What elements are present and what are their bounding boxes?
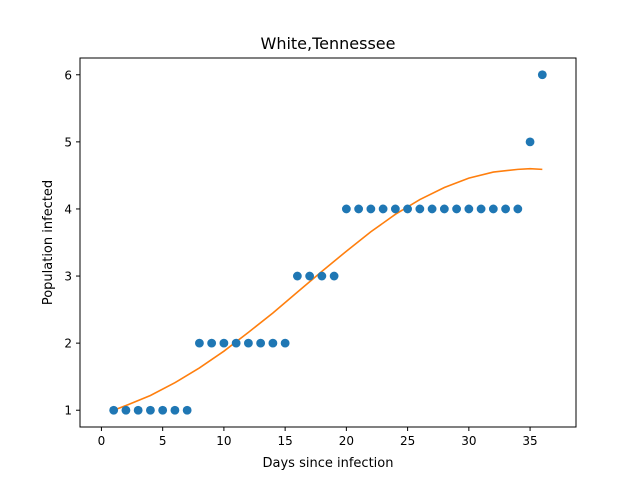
y-axis: 1 2 3 4 5 6: [64, 68, 80, 418]
data-point: [415, 204, 425, 214]
data-point: [403, 204, 412, 214]
y-tick-label: 5: [64, 135, 72, 149]
data-point: [109, 405, 119, 415]
data-point: [366, 204, 376, 214]
data-point: [317, 271, 327, 281]
data-point: [292, 271, 302, 281]
x-tick-label: 35: [522, 434, 537, 448]
y-tick-label: 2: [64, 337, 72, 351]
x-tick-label: 5: [159, 434, 167, 448]
x-tick-label: 30: [461, 434, 476, 448]
data-point: [329, 271, 339, 281]
data-point: [231, 338, 241, 348]
data-point: [182, 405, 192, 415]
data-point: [501, 204, 510, 214]
data-point: [439, 204, 449, 214]
axes-frame: [79, 57, 577, 428]
x-tick-label: 15: [277, 434, 292, 448]
data-point: [121, 405, 131, 415]
x-tick-label: 25: [400, 434, 415, 448]
x-axis-label: Days since infection: [263, 456, 394, 471]
data-point: [464, 204, 474, 214]
data-point: [513, 204, 523, 214]
data-point: [170, 405, 180, 415]
data-point: [378, 204, 388, 214]
data-point: [133, 405, 143, 415]
data-point: [341, 204, 351, 214]
y-tick-label: 6: [64, 68, 72, 82]
data-point: [219, 338, 229, 348]
y-axis-label: Population infected: [41, 180, 56, 305]
data-point: [158, 405, 168, 415]
x-tick-label: 10: [216, 434, 231, 448]
data-point: [256, 338, 266, 348]
data-point: [537, 70, 547, 80]
data-point: [476, 204, 486, 214]
data-point: [452, 204, 461, 214]
y-tick-label: 3: [64, 270, 72, 284]
data-point: [390, 204, 400, 214]
data-point: [427, 204, 437, 214]
data-point: [207, 338, 217, 348]
y-tick-label: 4: [64, 202, 72, 216]
data-point: [146, 405, 155, 415]
plot-layer: [109, 70, 547, 415]
data-point: [488, 204, 498, 214]
data-point: [525, 137, 535, 147]
data-point: [305, 271, 315, 281]
fit-curve: [113, 167, 543, 411]
data-point: [280, 338, 290, 348]
data-point: [354, 204, 364, 214]
chart-title: White,Tennessee: [261, 34, 396, 53]
data-point: [195, 338, 204, 348]
x-tick-label: 0: [98, 434, 106, 448]
x-tick-label: 20: [339, 434, 354, 448]
data-point: [244, 338, 253, 348]
data-point: [268, 338, 278, 348]
x-axis: 0 5 10 15 20 25 30 35: [98, 427, 538, 448]
y-tick-label: 1: [64, 404, 72, 418]
